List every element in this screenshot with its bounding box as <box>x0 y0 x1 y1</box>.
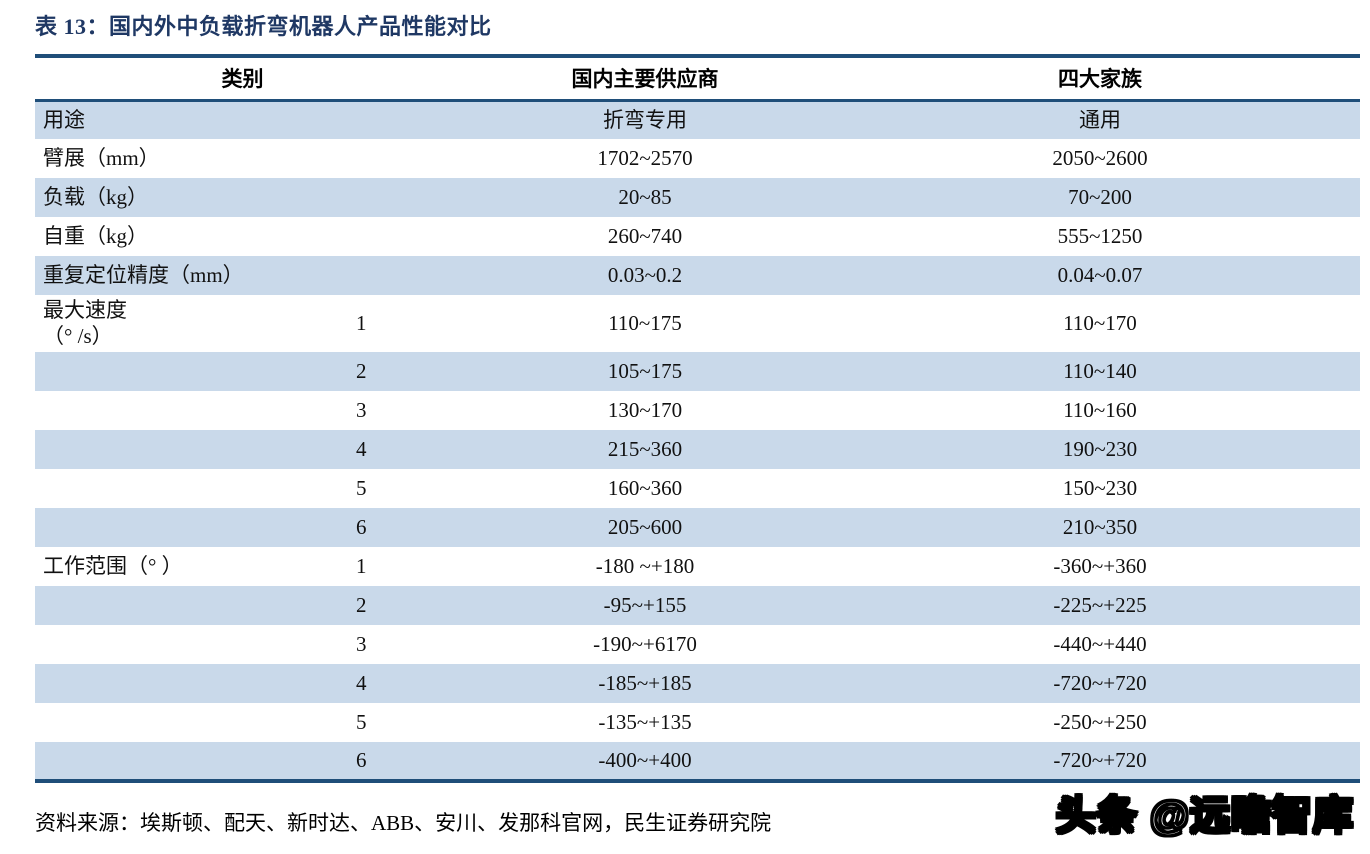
cell-four-families-value: 190~230 <box>1062 436 1138 461</box>
cell-four-families-value: -720~+720 <box>1053 747 1147 772</box>
table-row: 2 105~175 110~140 <box>35 351 1360 391</box>
table-row: 工作范围（° ） 1 -180 ~+180 -360~+360 <box>35 547 1360 586</box>
cell-domestic-value: 折弯专用 <box>603 108 687 133</box>
table-row: 用途 折弯专用 通用 <box>35 100 1360 139</box>
cell-domestic-value: 215~360 <box>607 436 683 461</box>
table-body: 用途 折弯专用 通用 臂展（mm） 1702~2570 2050~2600 负载（kg） 20… <box>35 100 1360 781</box>
row-axis-number: 5 <box>356 475 367 500</box>
row-label: 臂展（mm） <box>43 146 160 171</box>
row-label: 自重（kg） <box>43 224 148 249</box>
table-row: 5 160~360 150~230 <box>35 469 1360 508</box>
cell-domestic-value: -190~+6170 <box>593 631 697 656</box>
cell-domestic-value: 1702~2570 <box>597 146 693 171</box>
table-row: 6 -400~+400 -720~+720 <box>35 741 1360 781</box>
cell-domestic-value: 110~175 <box>608 311 682 336</box>
header-row: 类别 国内主要供应商 四大家族 <box>35 56 1360 102</box>
cell-four-families-value: 2050~2600 <box>1052 146 1148 171</box>
row-axis-number <box>340 100 450 139</box>
cell-four-families-value: 0.04~0.07 <box>1057 263 1143 288</box>
table-title: 表 13：国内外中负载折弯机器人产品性能对比 <box>35 14 492 39</box>
row-axis-number <box>340 139 450 178</box>
cell-four-families-value: 110~160 <box>1063 397 1137 422</box>
cell-domestic-value: -135~+135 <box>598 709 692 734</box>
cell-domestic-value: 105~175 <box>607 358 683 383</box>
row-label <box>35 625 340 664</box>
cell-domestic-value: 0.03~0.2 <box>607 263 683 288</box>
cell-domestic-value: -95~+155 <box>603 592 687 617</box>
header-four-families: 四大家族 <box>840 56 1360 102</box>
row-axis-number: 3 <box>356 631 367 656</box>
table-row: 5 -135~+135 -250~+250 <box>35 703 1360 742</box>
row-axis-number <box>340 256 450 295</box>
table-row: 6 205~600 210~350 <box>35 507 1360 547</box>
row-axis-number: 1 <box>356 311 367 336</box>
cell-four-families-value: 110~170 <box>1063 311 1137 336</box>
row-axis-number: 2 <box>356 358 367 383</box>
cell-four-families-value: -360~+360 <box>1053 553 1147 578</box>
row-axis-number: 6 <box>356 514 367 539</box>
row-axis-number: 2 <box>356 592 367 617</box>
row-label: 工作范围（° ） <box>43 553 183 578</box>
row-label <box>35 508 340 547</box>
cell-domestic-value: -185~+185 <box>598 670 692 695</box>
row-axis-number: 6 <box>356 747 367 772</box>
table-row: 3 -190~+6170 -440~+440 <box>35 625 1360 664</box>
row-axis-number: 4 <box>356 670 367 695</box>
row-label <box>35 742 340 781</box>
row-label <box>35 469 340 508</box>
table-row: 负载（kg） 20~85 70~200 <box>35 178 1360 217</box>
cell-domestic-value: -400~+400 <box>598 747 692 772</box>
cell-four-families-value: -440~+440 <box>1053 631 1147 656</box>
row-label: 负载（kg） <box>43 185 148 210</box>
row-label: 最大速度 （° /s） <box>43 298 127 349</box>
cell-four-families-value: -720~+720 <box>1053 670 1147 695</box>
table-row: 2 -95~+155 -225~+225 <box>35 585 1360 625</box>
table-row: 4 215~360 190~230 <box>35 429 1360 469</box>
row-axis-number <box>340 178 450 217</box>
header-category: 类别 <box>35 56 450 102</box>
row-axis-number: 5 <box>356 709 367 734</box>
cell-four-families-value: 70~200 <box>1068 185 1132 210</box>
row-axis-number: 4 <box>356 436 367 461</box>
table-row: 3 130~170 110~160 <box>35 391 1360 430</box>
cell-domestic-value: 160~360 <box>607 475 683 500</box>
header-domestic-suppliers: 国内主要供应商 <box>450 56 840 102</box>
cell-domestic-value: 130~170 <box>607 397 683 422</box>
row-axis-number <box>340 217 450 256</box>
row-axis-number: 1 <box>356 553 367 578</box>
table-row: 重复定位精度（mm） 0.03~0.2 0.04~0.07 <box>35 256 1360 295</box>
cell-domestic-value: 260~740 <box>607 224 683 249</box>
row-label <box>35 703 340 742</box>
row-label: 重复定位精度（mm） <box>43 263 244 288</box>
table-row: 4 -185~+185 -720~+720 <box>35 663 1360 703</box>
cell-four-families-value: -225~+225 <box>1053 592 1147 617</box>
table-header: 类别 国内主要供应商 四大家族 <box>35 56 1360 102</box>
row-label: 用途 <box>43 108 85 133</box>
row-label <box>35 664 340 703</box>
cell-four-families-value: 555~1250 <box>1057 224 1143 249</box>
performance-comparison-table: 类别 国内主要供应商 四大家族 用途 折弯专用 通用臂展（mm） 1702~2570 2… <box>35 54 1360 783</box>
source-note: 资料来源：埃斯顿、配天、新时达、ABB、安川、发那科官网，民生证券研究院 <box>35 810 772 835</box>
table-row: 自重（kg） 260~740 555~1250 <box>35 217 1360 256</box>
cell-domestic-value: 205~600 <box>607 514 683 539</box>
row-axis-number: 3 <box>356 397 367 422</box>
row-label <box>35 430 340 469</box>
table-row: 臂展（mm） 1702~2570 2050~2600 <box>35 139 1360 178</box>
cell-four-families-value: 通用 <box>1079 108 1121 133</box>
cell-domestic-value: 20~85 <box>618 185 672 210</box>
row-label <box>35 391 340 430</box>
cell-four-families-value: -250~+250 <box>1053 709 1147 734</box>
watermark: 头条 @远瞻智库 <box>1055 793 1355 840</box>
row-label <box>35 586 340 625</box>
row-label <box>35 352 340 391</box>
cell-domestic-value: -180 ~+180 <box>595 553 695 578</box>
cell-four-families-value: 210~350 <box>1062 514 1138 539</box>
table-row: 最大速度 （° /s） 1 110~175 110~170 <box>35 295 1360 352</box>
cell-four-families-value: 150~230 <box>1062 475 1138 500</box>
cell-four-families-value: 110~140 <box>1063 358 1137 383</box>
